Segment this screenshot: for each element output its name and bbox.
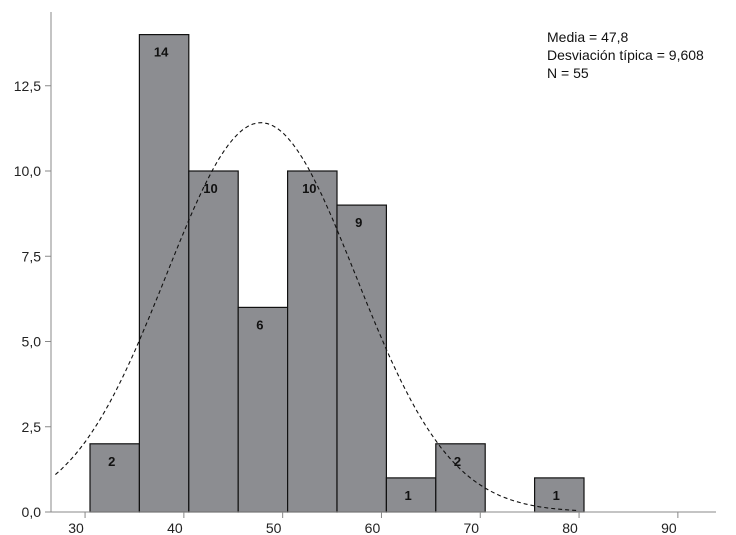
bar-count-label: 2	[454, 454, 461, 469]
x-tick-label: 70	[463, 520, 479, 535]
bar-count-label: 6	[256, 317, 263, 332]
bars-layer	[89, 33, 585, 513]
stats-n: N = 55	[547, 65, 589, 81]
y-tick-label: 7,5	[22, 248, 42, 264]
curve-layer	[55, 122, 580, 512]
axes-layer	[45, 12, 716, 518]
x-tick-label: 30	[68, 520, 84, 535]
histogram-bar	[237, 306, 289, 513]
histogram-bar	[287, 170, 338, 513]
histogram-bar	[188, 170, 239, 513]
y-tick-label: 2,5	[22, 419, 42, 435]
histogram-bar	[89, 443, 141, 513]
histogram-bar	[138, 33, 190, 513]
bar-count-label: 10	[203, 181, 217, 196]
normal-curve	[55, 122, 580, 512]
stats-sd: Desviación típica = 9,608	[547, 47, 704, 63]
y-tick-label: 0,0	[22, 504, 42, 520]
x-tick-label: 90	[661, 520, 677, 535]
histogram-bar	[435, 443, 486, 513]
bar-count-label: 1	[404, 488, 411, 503]
bar-count-label: 1	[553, 488, 560, 503]
stats-mean: Media = 47,8	[547, 29, 629, 45]
x-tick-label: 50	[266, 520, 282, 535]
stats-box: Media = 47,8 Desviación típica = 9,608 N…	[547, 28, 704, 82]
bar-count-label: 2	[108, 454, 115, 469]
y-tick-label: 10,0	[14, 163, 41, 179]
x-tick-label: 40	[167, 520, 183, 535]
bar-count-label: 14	[154, 45, 169, 60]
histogram-bar	[336, 204, 388, 513]
x-tick-label: 80	[562, 520, 578, 535]
bar-count-label: 10	[302, 181, 316, 196]
y-tick-label: 5,0	[22, 334, 42, 350]
x-tick-label: 60	[365, 520, 381, 535]
y-tick-label: 12,5	[14, 78, 41, 94]
bar-count-label: 9	[355, 215, 362, 230]
